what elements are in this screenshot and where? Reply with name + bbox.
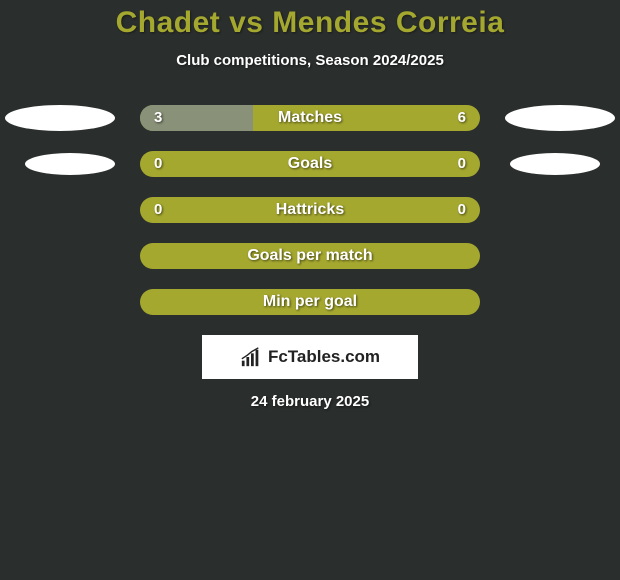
date-text: 24 february 2025 (0, 393, 620, 410)
bar-hattricks-right-value: 0 (458, 197, 466, 223)
bar-goals: 0 Goals 0 (140, 151, 480, 177)
fctables-icon (240, 346, 262, 368)
player-right-ellipse-1 (505, 105, 615, 131)
bar-min-per-goal: Min per goal (140, 289, 480, 315)
bar-goals-per-match: Goals per match (140, 243, 480, 269)
bar-goals-right-value: 0 (458, 151, 466, 177)
bar-matches-label: Matches (140, 105, 480, 131)
bar-matches: 3 Matches 6 (140, 105, 480, 131)
stat-bars: 3 Matches 6 0 Goals 0 0 Hattricks 0 Goal… (140, 105, 480, 315)
bar-hattricks-label: Hattricks (140, 197, 480, 223)
bar-hattricks: 0 Hattricks 0 (140, 197, 480, 223)
page-title: Chadet vs Mendes Correia (0, 0, 620, 40)
subtitle: Club competitions, Season 2024/2025 (0, 52, 620, 69)
bar-min-per-goal-label: Min per goal (140, 289, 480, 315)
bar-goals-label: Goals (140, 151, 480, 177)
logo-text: FcTables.com (268, 347, 380, 367)
player-right-ellipse-2 (510, 153, 600, 175)
comparison-widget: Chadet vs Mendes Correia Club competitio… (0, 0, 620, 580)
bar-matches-right-value: 6 (458, 105, 466, 131)
player-left-ellipse-2 (25, 153, 115, 175)
bar-goals-per-match-label: Goals per match (140, 243, 480, 269)
logo-box: FcTables.com (202, 335, 418, 379)
stats-area: 3 Matches 6 0 Goals 0 0 Hattricks 0 Goal… (0, 105, 620, 410)
player-left-ellipse-1 (5, 105, 115, 131)
